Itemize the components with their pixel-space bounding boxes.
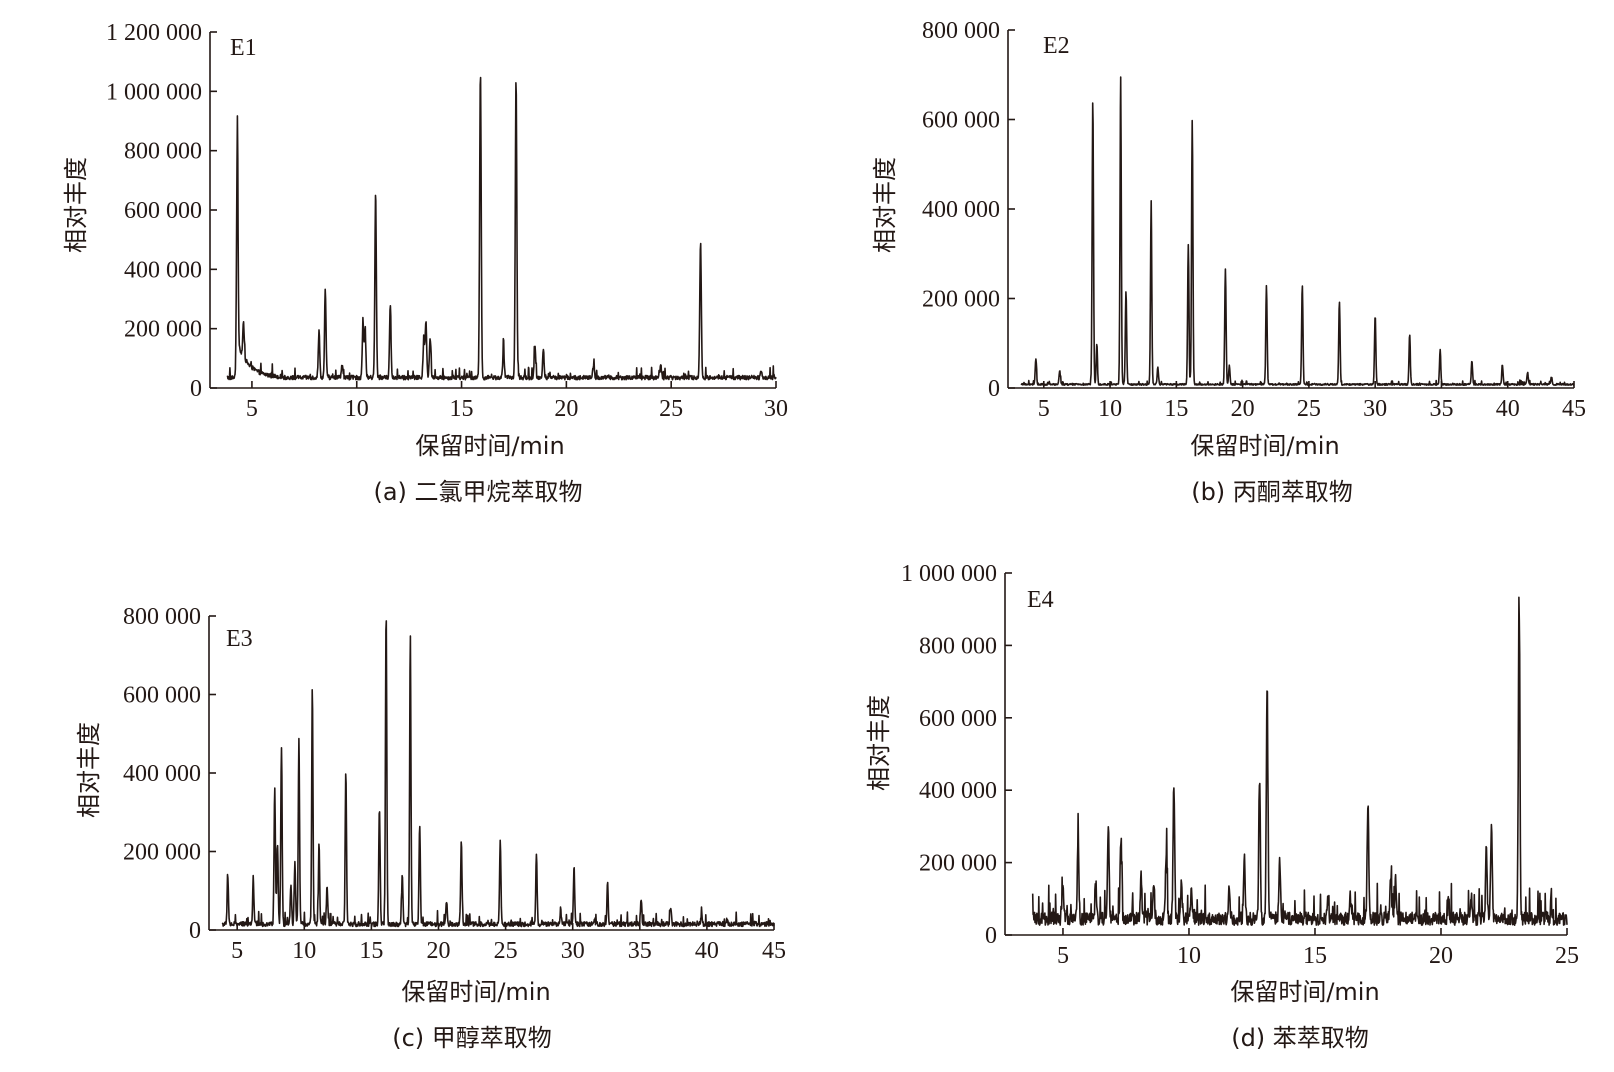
x-tick-label: 30	[1363, 396, 1387, 422]
x-tick-label: 10	[345, 396, 369, 422]
y-axis-label: 相对丰度	[62, 157, 90, 253]
x-tick-label: 20	[1429, 943, 1453, 969]
panel-label: E4	[1027, 587, 1054, 613]
x-tick-label: 5	[1057, 943, 1069, 969]
chart-panel-e3: E3 保留时间/min 相对丰度 (c) 甲醇萃取物 0 200 000 400 0…	[75, 604, 786, 1052]
y-tick-label: 800 000	[124, 139, 202, 165]
y-axis-label: 相对丰度	[865, 695, 893, 791]
y-tick-label: 600 000	[922, 108, 1000, 134]
x-tick-label: 15	[359, 938, 383, 964]
x-tick-label: 40	[1496, 396, 1520, 422]
y-tick-label: 200 000	[123, 840, 201, 866]
chromatogram-line	[1031, 596, 1568, 926]
y-tick-label: 600 000	[123, 683, 201, 709]
x-tick-label: 40	[695, 938, 719, 964]
y-tick-label: 400 000	[124, 257, 202, 283]
x-axis-label: 保留时间/min	[1190, 432, 1339, 460]
y-tick-label: 200 000	[124, 317, 202, 343]
panel-label: E2	[1043, 33, 1070, 59]
x-tick-label: 15	[1303, 943, 1327, 969]
x-tick-label: 10	[292, 938, 316, 964]
x-tick-label: 20	[426, 938, 450, 964]
x-tick-label: 5	[246, 396, 258, 422]
panel-caption: (a) 二氯甲烷萃取物	[373, 478, 582, 506]
x-tick-label: 15	[450, 396, 474, 422]
panel-caption: (c) 甲醇萃取物	[392, 1024, 552, 1052]
x-tick-label: 25	[1555, 943, 1579, 969]
x-tick-label: 35	[628, 938, 652, 964]
x-tick-label: 25	[1297, 396, 1321, 422]
y-tick-label: 800 000	[123, 604, 201, 630]
y-tick-label: 0	[189, 918, 201, 944]
y-tick-label: 600 000	[919, 706, 997, 732]
y-tick-label: 1 200 000	[106, 20, 202, 46]
y-tick-label: 800 000	[919, 633, 997, 659]
y-tick-label: 800 000	[922, 18, 1000, 44]
x-axis-label: 保留时间/min	[415, 432, 564, 460]
x-tick-label: 25	[494, 938, 518, 964]
chart-panel-e4: E4 保留时间/min 相对丰度 (d) 苯萃取物 0 200 000 400 00…	[865, 561, 1579, 1052]
y-tick-label: 200 000	[919, 851, 997, 877]
x-tick-label: 20	[554, 396, 578, 422]
x-tick-label: 45	[1562, 396, 1586, 422]
y-tick-label: 400 000	[922, 197, 1000, 223]
y-tick-label: 1 000 000	[901, 561, 997, 587]
x-tick-label: 5	[231, 938, 243, 964]
panel-label: E3	[226, 626, 253, 652]
x-tick-label: 35	[1429, 396, 1453, 422]
y-tick-label: 200 000	[922, 287, 1000, 313]
chromatogram-line	[226, 76, 777, 381]
x-tick-label: 10	[1098, 396, 1122, 422]
x-axis-label: 保留时间/min	[1230, 978, 1379, 1006]
x-tick-label: 30	[561, 938, 585, 964]
y-tick-label: 0	[985, 923, 997, 949]
y-tick-label: 400 000	[123, 761, 201, 787]
x-tick-label: 5	[1038, 396, 1050, 422]
panel-caption: (b) 丙酮萃取物	[1191, 478, 1353, 506]
panel-caption: (d) 苯萃取物	[1231, 1024, 1369, 1052]
chart-panel-e1: E1 保留时间/min 相对丰度 (a) 二氯甲烷萃取物 0 200 000 400…	[62, 20, 788, 506]
chart-panel-e2: E2 保留时间/min 相对丰度 (b) 丙酮萃取物 0 200 000 400 0…	[871, 18, 1586, 506]
y-tick-label: 0	[988, 376, 1000, 402]
x-tick-label: 15	[1164, 396, 1188, 422]
y-axis-label: 相对丰度	[75, 722, 103, 818]
panel-label: E1	[230, 35, 257, 61]
y-tick-label: 400 000	[919, 778, 997, 804]
chromatogram-line	[1020, 76, 1575, 386]
x-tick-label: 30	[764, 396, 788, 422]
y-tick-label: 0	[190, 376, 202, 402]
x-tick-label: 45	[762, 938, 786, 964]
x-axis-label: 保留时间/min	[401, 978, 550, 1006]
chromatogram-line	[221, 620, 775, 928]
y-axis-label: 相对丰度	[871, 157, 899, 253]
y-tick-label: 1 000 000	[106, 79, 202, 105]
x-tick-label: 25	[659, 396, 683, 422]
y-tick-label: 600 000	[124, 198, 202, 224]
x-tick-label: 20	[1231, 396, 1255, 422]
x-tick-label: 10	[1177, 943, 1201, 969]
